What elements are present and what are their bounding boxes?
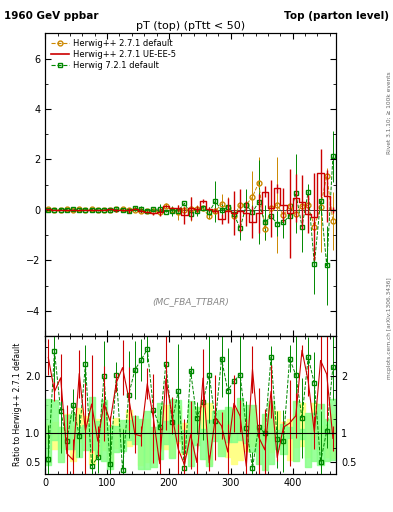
Text: mcplots.cern.ch [arXiv:1306.3436]: mcplots.cern.ch [arXiv:1306.3436] — [387, 277, 392, 378]
Text: Top (parton level): Top (parton level) — [284, 11, 389, 22]
Y-axis label: Ratio to Herwig++ 2.7.1 default: Ratio to Herwig++ 2.7.1 default — [13, 343, 22, 466]
Text: (MC_FBA_TTBAR): (MC_FBA_TTBAR) — [152, 297, 229, 306]
Title: pT (top) (pTtt < 50): pT (top) (pTtt < 50) — [136, 21, 245, 31]
Legend: Herwig++ 2.7.1 default, Herwig++ 2.7.1 UE-EE-5, Herwig 7.2.1 default: Herwig++ 2.7.1 default, Herwig++ 2.7.1 U… — [50, 37, 177, 72]
Text: Rivet 3.1.10; ≥ 100k events: Rivet 3.1.10; ≥ 100k events — [387, 71, 392, 154]
Text: 1960 GeV ppbar: 1960 GeV ppbar — [4, 11, 98, 22]
